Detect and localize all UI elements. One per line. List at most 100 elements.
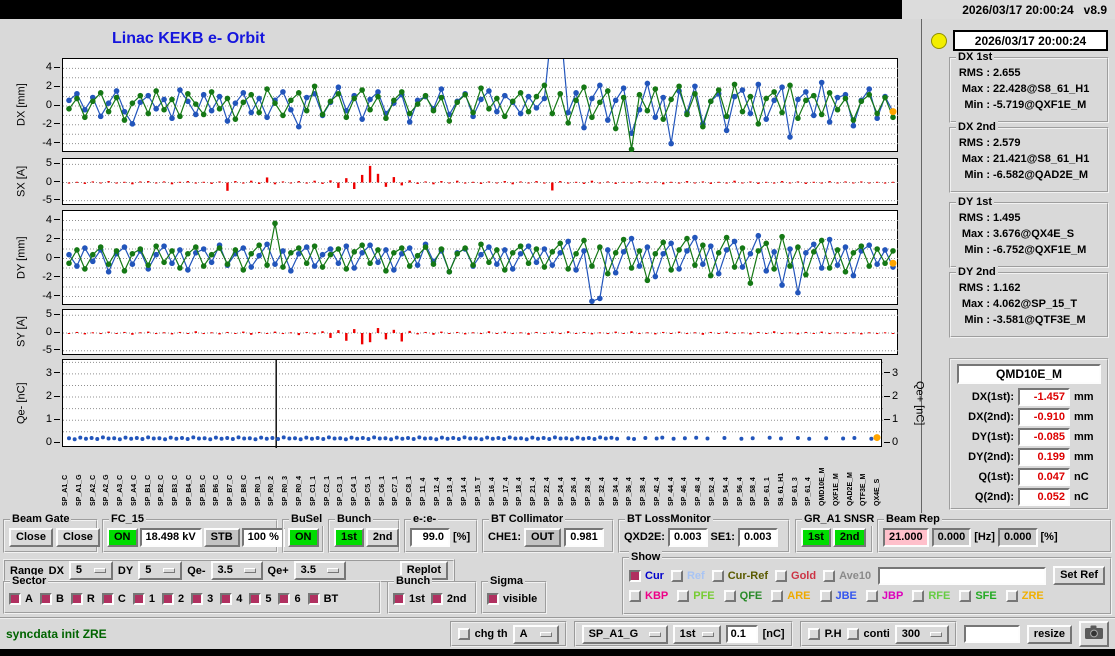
checkbox[interactable] (161, 592, 174, 605)
sector-item-b[interactable]: B (39, 592, 64, 605)
sector-item-1[interactable]: 1 (132, 592, 155, 605)
stat-rms-row: RMS :1.495 (958, 212, 1021, 224)
checkbox[interactable] (912, 590, 925, 602)
dy-tick-0: 0 (26, 251, 60, 265)
x-axis-label: SP_B2_C (158, 474, 166, 506)
sector-item-r[interactable]: R (70, 592, 95, 605)
show-item-curref[interactable]: Cur-Ref (711, 569, 768, 582)
bt-loss-monitor-group: BT LossMonitor QXD2E: 0.003 SE1: 0.003 (618, 513, 790, 553)
checkbox[interactable] (771, 590, 784, 602)
checkbox[interactable] (9, 592, 21, 605)
range-dx-dropdown[interactable]: 5 (68, 561, 113, 580)
show-item-gold[interactable]: Gold (775, 569, 816, 582)
ref-name-input[interactable] (878, 566, 1047, 585)
fc15-on-button[interactable]: ON (107, 527, 138, 547)
bunch-dropdown[interactable]: 1st (672, 624, 721, 644)
show-item-qfe[interactable]: QFE (723, 590, 762, 602)
checkbox[interactable] (487, 592, 499, 605)
dx-tick--4: -4 (26, 136, 60, 150)
show-item-zre[interactable]: ZRE (1005, 590, 1044, 602)
conti-checkbox[interactable] (846, 628, 859, 640)
se1-value: 0.003 (737, 527, 778, 547)
sector-item-bt[interactable]: BT (307, 592, 338, 605)
checkbox[interactable] (711, 569, 724, 582)
checkbox[interactable] (819, 590, 832, 602)
sector-item-4[interactable]: 4 (220, 592, 242, 605)
bunch-title: Bunch (335, 513, 374, 526)
show-item-rfe[interactable]: RFE (912, 590, 950, 602)
checkbox[interactable] (1005, 590, 1018, 602)
camera-icon (1085, 625, 1103, 639)
checkbox[interactable] (39, 592, 52, 605)
threshold-input[interactable] (725, 625, 758, 643)
ph-checkbox[interactable] (807, 628, 820, 640)
checkbox[interactable] (723, 590, 736, 602)
checkbox[interactable] (823, 569, 836, 582)
set-ref-button[interactable]: Set Ref (1053, 566, 1105, 585)
checkbox[interactable] (775, 569, 788, 582)
bunch-2nd-button[interactable]: 2nd (365, 527, 400, 547)
show-item-are[interactable]: ARE (771, 590, 811, 602)
checkbox[interactable] (393, 592, 405, 605)
free-text-input[interactable] (963, 625, 1020, 643)
sigma-group: Sigma visible (481, 575, 547, 614)
checkbox[interactable] (307, 592, 320, 605)
gr-snsr-1st-button[interactable]: 1st (801, 527, 831, 547)
checkbox[interactable] (101, 592, 114, 605)
chg-th-checkbox[interactable] (457, 628, 470, 640)
checkbox[interactable] (677, 590, 690, 602)
show-item-jbp[interactable]: JBP (865, 590, 903, 602)
show-item-ave10[interactable]: Ave10 (823, 569, 871, 582)
count-dropdown[interactable]: 300 (894, 624, 949, 644)
busel-on-button[interactable]: ON (288, 527, 319, 547)
screenshot-button[interactable] (1079, 621, 1109, 647)
stat-min-row: Min : -6.582@QAD2E_M (964, 169, 1089, 181)
che1-out-button[interactable]: OUT (524, 527, 562, 547)
checkbox[interactable] (70, 592, 83, 605)
checkbox[interactable] (865, 590, 878, 602)
range-qep-dropdown[interactable]: 3.5 (293, 561, 346, 580)
checkbox-label: A (25, 592, 33, 605)
x-axis-label: SP_52_4 (708, 477, 716, 506)
show-item-ref[interactable]: Ref (670, 569, 705, 582)
show-item-pfe[interactable]: PFE (677, 590, 715, 602)
checkbox[interactable] (191, 592, 204, 605)
checkbox[interactable] (132, 592, 145, 605)
x-axis-label: SP_A1_G (75, 474, 83, 506)
sector-item-5[interactable]: 5 (249, 592, 271, 605)
show-item-kbp[interactable]: KBP (629, 590, 668, 602)
beam-gate-close-button-2[interactable]: Close (55, 527, 100, 547)
fc15-stb-button[interactable]: STB (203, 527, 240, 547)
checkbox[interactable] (629, 569, 641, 582)
bunch-item-1st[interactable]: 1st (393, 592, 425, 605)
checkbox[interactable] (220, 592, 233, 605)
ee-ratio-value: 99.0 (410, 527, 450, 547)
qe-right-tick-2: 2 (884, 389, 910, 403)
checkbox[interactable] (249, 592, 262, 605)
show-item-cur[interactable]: Cur (629, 569, 664, 582)
sector-item-3[interactable]: 3 (191, 592, 213, 605)
sector-item-2[interactable]: 2 (161, 592, 184, 605)
show-item-sfe[interactable]: SFE (959, 590, 997, 602)
fc15-group: FC_15 ON 18.498 kV STB 100 % (102, 513, 285, 553)
beam-gate-close-button-1[interactable]: Close (9, 527, 53, 547)
range-dy-dropdown[interactable]: 5 (138, 561, 183, 580)
bunch-1st-button[interactable]: 1st (334, 527, 364, 547)
checkbox[interactable] (629, 590, 641, 602)
checkbox[interactable] (959, 590, 972, 602)
checkbox[interactable] (670, 569, 683, 582)
checkbox[interactable] (430, 592, 443, 605)
resize-button[interactable]: resize (1026, 624, 1072, 644)
sector-item-c[interactable]: C (101, 592, 126, 605)
sector-item-6[interactable]: 6 (278, 592, 301, 605)
range-qem-dropdown[interactable]: 3.5 (210, 561, 263, 580)
x-axis-label: QXF1E_M (832, 473, 840, 506)
checkbox[interactable] (278, 592, 291, 605)
sector-item-a[interactable]: A (9, 592, 33, 605)
gr-snsr-2nd-button[interactable]: 2nd (832, 527, 867, 547)
show-item-jbe[interactable]: JBE (819, 590, 857, 602)
sigma-item-visible[interactable]: visible (487, 592, 537, 605)
device-dropdown[interactable]: SP_A1_G (581, 624, 668, 644)
bunch-item-2nd[interactable]: 2nd (430, 592, 466, 605)
chg-sector-dropdown[interactable]: A (512, 624, 559, 644)
